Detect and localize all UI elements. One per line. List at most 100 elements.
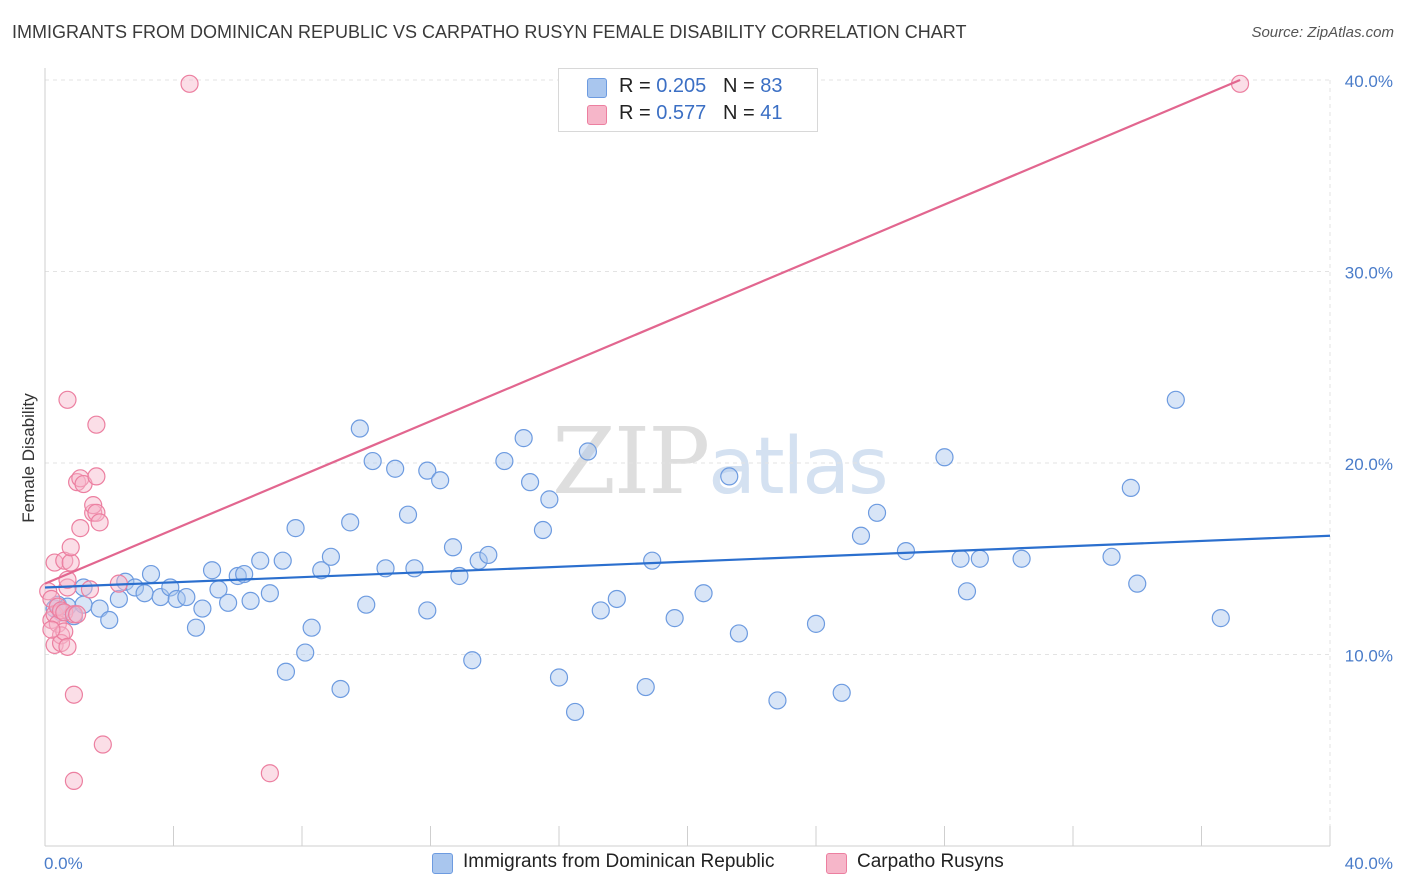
- y-axis-label: Female Disability: [19, 393, 38, 523]
- data-point-s0-19: [193, 599, 212, 618]
- data-point-s0-8: [100, 610, 119, 630]
- data-point-s0-63: [643, 551, 662, 570]
- chart-title: IMMIGRANTS FROM DOMINICAN REPUBLIC VS CA…: [12, 22, 967, 42]
- data-point-s0-81: [1128, 574, 1147, 593]
- data-point-s0-25: [241, 591, 260, 610]
- data-point-s0-29: [286, 519, 305, 538]
- data-point-s1-28: [80, 580, 100, 599]
- data-point-s0-52: [495, 451, 514, 471]
- legend-text-pink: R = 0.577 N = 41: [619, 102, 782, 125]
- data-point-s0-33: [312, 561, 331, 580]
- data-point-s0-79: [1102, 547, 1121, 566]
- data-point-s0-38: [363, 451, 382, 471]
- data-point-s0-34: [321, 547, 341, 566]
- trend-lines: [44, 78, 1331, 589]
- legend-r-label: R =: [619, 75, 651, 97]
- data-point-s0-41: [386, 459, 405, 478]
- data-point-s0-73: [896, 541, 916, 561]
- legend-swatch-blue: [587, 78, 607, 98]
- data-point-s0-10: [116, 572, 135, 591]
- data-point-s1-33: [87, 467, 106, 486]
- data-point-s1-26: [71, 469, 90, 488]
- data-point-s0-22: [219, 593, 238, 612]
- data-point-s0-57: [549, 668, 569, 687]
- data-point-s0-44: [418, 461, 437, 480]
- data-point-s0-28: [273, 551, 292, 570]
- legend-n-value-pink: 41: [760, 102, 783, 124]
- data-point-s1-35: [93, 735, 112, 754]
- x-tick-label-0: 0.0%: [44, 854, 83, 873]
- data-point-s0-83: [1211, 609, 1230, 628]
- data-point-s0-27: [260, 584, 279, 603]
- data-point-s0-51: [479, 545, 498, 565]
- bottom-legend-swatch-pink: [826, 853, 847, 874]
- data-point-s1-19: [61, 538, 80, 557]
- grid-lines: [45, 79, 1331, 846]
- data-point-s0-12: [135, 584, 154, 603]
- legend-r-value-pink: 0.577: [656, 102, 707, 124]
- y-tick-label-1: 20.0%: [1345, 455, 1393, 474]
- data-point-s0-35: [331, 679, 350, 699]
- y-tick-label-2: 30.0%: [1345, 264, 1393, 283]
- legend-n-value-blue: 83: [760, 75, 783, 97]
- data-point-s0-39: [357, 595, 376, 614]
- data-point-s1-21: [64, 685, 84, 704]
- data-point-s0-74: [935, 448, 954, 467]
- data-point-s0-46: [431, 471, 450, 490]
- data-point-s1-31: [87, 503, 106, 522]
- data-point-s0-43: [405, 559, 424, 578]
- data-point-s0-32: [302, 618, 321, 637]
- legend-n-label: N =: [722, 102, 755, 124]
- data-point-s0-54: [520, 473, 540, 492]
- data-point-s0-65: [694, 584, 713, 603]
- source-credit: Source: ZipAtlas.com: [1251, 24, 1394, 41]
- data-point-s0-17: [177, 587, 196, 607]
- data-point-s0-66: [720, 467, 739, 486]
- bottom-legend-label-blue: Immigrants from Dominican Republic: [463, 851, 775, 872]
- data-point-s1-16: [58, 390, 77, 409]
- y-tick-label-0: 10.0%: [1345, 647, 1393, 666]
- data-point-s0-42: [398, 505, 418, 524]
- x-tick-label-1: 40.0%: [1345, 854, 1393, 873]
- data-point-s0-55: [533, 520, 553, 540]
- data-point-s1-32: [87, 415, 106, 434]
- data-point-s0-60: [591, 601, 610, 620]
- data-point-s0-70: [832, 683, 851, 702]
- data-point-s1-23: [68, 605, 87, 624]
- data-point-s0-37: [350, 419, 369, 438]
- data-point-s1-39: [1230, 74, 1250, 93]
- data-point-s0-49: [463, 651, 482, 670]
- data-point-s0-75: [951, 549, 970, 568]
- data-point-s0-59: [578, 442, 598, 461]
- data-point-s1-25: [71, 519, 90, 538]
- data-point-s1-37: [180, 74, 199, 93]
- data-point-s0-6: [74, 578, 93, 597]
- data-point-s0-71: [851, 526, 871, 545]
- data-point-s0-20: [202, 561, 222, 580]
- data-point-s0-36: [341, 513, 360, 532]
- data-point-s0-77: [970, 549, 989, 568]
- tick-labels: 10.0% 20.0% 30.0% 40.0% 0.0% 40.0%: [44, 72, 1393, 873]
- data-point-s0-13: [141, 564, 161, 584]
- legend-r-label: R =: [619, 102, 651, 124]
- data-point-s0-58: [565, 702, 585, 722]
- data-point-s0-76: [957, 582, 977, 601]
- data-point-s0-26: [251, 551, 270, 570]
- data-point-s0-80: [1121, 478, 1140, 497]
- data-point-s0-69: [806, 614, 826, 633]
- data-point-s0-9: [109, 589, 128, 609]
- axes: [44, 68, 1331, 847]
- legend-n-label: N =: [722, 75, 755, 97]
- data-point-s1-34: [90, 513, 109, 532]
- data-point-s1-18: [61, 553, 80, 572]
- data-point-s1-40: [42, 620, 61, 639]
- data-point-s0-30: [276, 662, 296, 681]
- bottom-legend-swatch-blue: [432, 853, 453, 874]
- data-point-s0-53: [514, 429, 533, 448]
- data-point-s0-67: [729, 624, 749, 643]
- data-point-s0-14: [151, 587, 170, 607]
- data-point-s1-17: [58, 637, 77, 656]
- legend: R = 0.205 N = 83 R = 0.577 N = 41: [558, 68, 818, 132]
- data-point-s0-72: [867, 503, 887, 522]
